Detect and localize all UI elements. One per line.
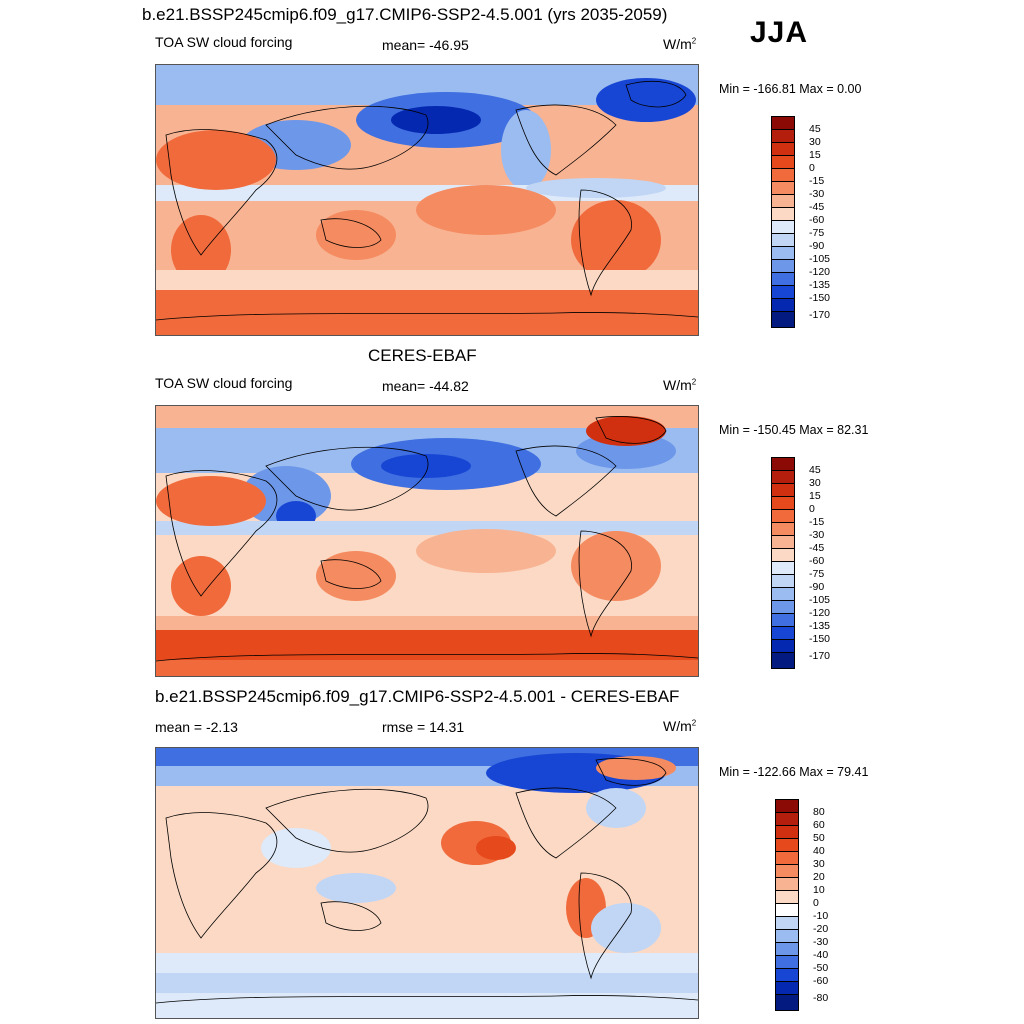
cbar-label: 45 — [809, 123, 821, 135]
cbar-label: -60 — [813, 975, 829, 987]
cbar-label: -60 — [809, 555, 825, 567]
panel3-title: b.e21.BSSP245cmip6.f09_g17.CMIP6-SSP2-4.… — [155, 687, 680, 706]
cbar-label: -105 — [809, 253, 831, 265]
cbar-label: 10 — [813, 884, 825, 896]
cbar-label: -90 — [809, 240, 825, 252]
cbar-label: -75 — [809, 568, 825, 580]
cbar-label: -30 — [813, 936, 829, 948]
panel2-mean: mean= -44.82 — [382, 378, 469, 394]
cbar-label: -45 — [809, 201, 825, 213]
panel3-rmse: rmse = 14.31 — [382, 719, 465, 735]
cbar-label: -15 — [809, 175, 825, 187]
panel2-units: W/m2 — [663, 377, 697, 393]
cbar-label: -30 — [809, 188, 825, 200]
panel3-minmax: Min = -122.66 Max = 79.41 — [719, 765, 869, 779]
panel1-map — [155, 64, 699, 336]
cbar-label: -15 — [809, 516, 825, 528]
cbar-label: 30 — [809, 477, 821, 489]
cbar-label: 80 — [813, 806, 825, 818]
cbar-label: -40 — [813, 949, 829, 961]
cbar-label: -150 — [809, 633, 831, 645]
panel1-minmax: Min = -166.81 Max = 0.00 — [719, 82, 862, 96]
cbar-label: -120 — [809, 607, 831, 619]
cbar-label: 60 — [813, 819, 825, 831]
cbar-label: -120 — [809, 266, 831, 278]
panel1-units: W/m2 — [663, 36, 697, 52]
cbar-label: 45 — [809, 464, 821, 476]
cbar-label: 15 — [809, 149, 821, 161]
cbar-label: -75 — [809, 227, 825, 239]
cbar-label: 0 — [809, 162, 815, 174]
cbar-label: -30 — [809, 529, 825, 541]
cbar-label: 15 — [809, 490, 821, 502]
panel3-mean: mean = -2.13 — [155, 719, 238, 735]
cbar-label: 0 — [813, 897, 819, 909]
cbar-label: -10 — [813, 910, 829, 922]
cbar-label: -50 — [813, 962, 829, 974]
cbar-label: 30 — [809, 136, 821, 148]
panel3-map — [155, 747, 699, 1019]
season-label: JJA — [750, 16, 809, 49]
cbar-label: -170 — [809, 309, 831, 321]
panel3-units: W/m2 — [663, 718, 697, 734]
cbar-label: 50 — [813, 832, 825, 844]
panel2-title: CERES-EBAF — [368, 346, 477, 365]
cbar-label: 30 — [813, 858, 825, 870]
cbar-label: -170 — [809, 650, 831, 662]
cbar-label: -90 — [809, 581, 825, 593]
cbar-label: -45 — [809, 542, 825, 554]
cbar-label: -105 — [809, 594, 831, 606]
cbar-label: -150 — [809, 292, 831, 304]
panel2-map — [155, 405, 699, 677]
panel2-variable: TOA SW cloud forcing — [155, 375, 293, 391]
cbar-label: -20 — [813, 923, 829, 935]
panel1-variable: TOA SW cloud forcing — [155, 34, 293, 50]
cbar-label: -80 — [813, 992, 829, 1004]
cbar-label: -135 — [809, 620, 831, 632]
cbar-label: -135 — [809, 279, 831, 291]
cbar-label: 20 — [813, 871, 825, 883]
cbar-label: 0 — [809, 503, 815, 515]
cbar-label: 40 — [813, 845, 825, 857]
panel1-mean: mean= -46.95 — [382, 37, 469, 53]
cbar-label: -60 — [809, 214, 825, 226]
main-title: b.e21.BSSP245cmip6.f09_g17.CMIP6-SSP2-4.… — [142, 5, 668, 24]
panel2-minmax: Min = -150.45 Max = 82.31 — [719, 423, 869, 437]
